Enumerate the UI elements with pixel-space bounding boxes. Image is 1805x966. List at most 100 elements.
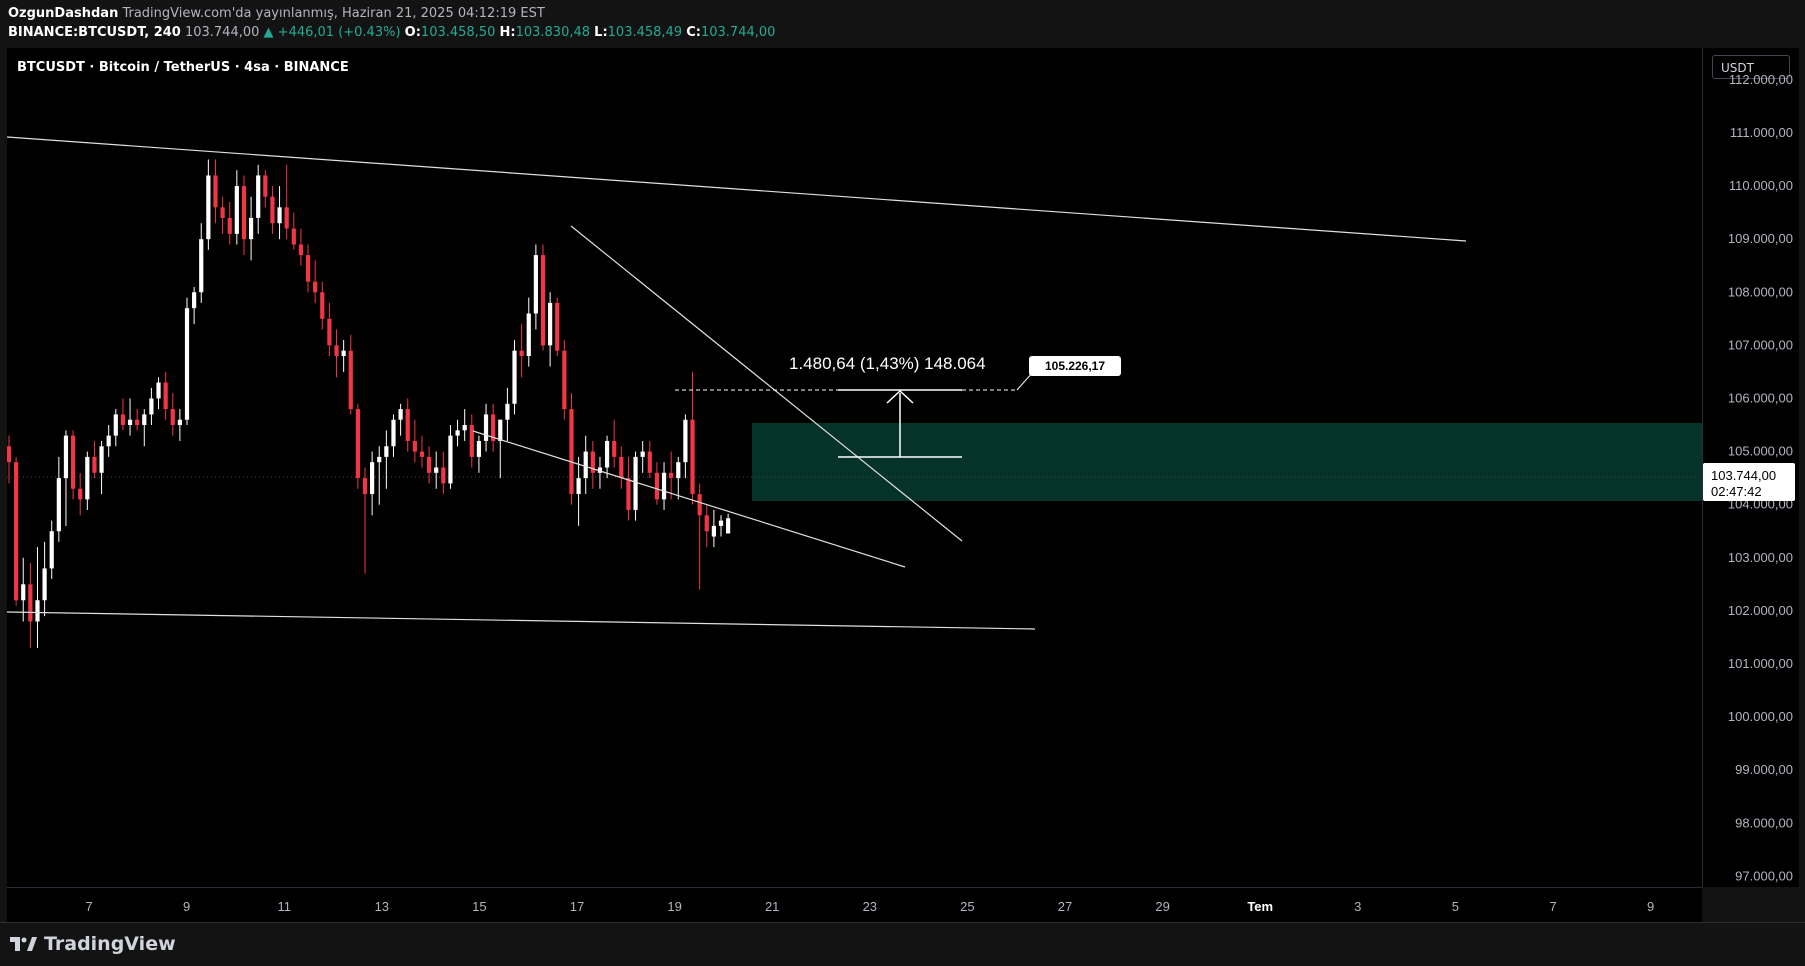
candle-body[interactable]: [78, 488, 83, 500]
candle-body[interactable]: [320, 292, 325, 319]
candle-body[interactable]: [49, 531, 54, 569]
candle-body[interactable]: [270, 196, 275, 224]
candle-body[interactable]: [220, 207, 225, 218]
candle-body[interactable]: [284, 207, 289, 229]
candle-body[interactable]: [370, 462, 375, 495]
candle-body[interactable]: [355, 409, 360, 479]
candle-body[interactable]: [163, 382, 168, 410]
candle-body[interactable]: [85, 456, 90, 500]
candle-body[interactable]: [483, 414, 489, 441]
candle-body[interactable]: [654, 472, 660, 500]
candle-body[interactable]: [434, 467, 439, 473]
candle-body[interactable]: [526, 313, 531, 356]
candle-body[interactable]: [597, 467, 603, 473]
candle-body[interactable]: [113, 414, 118, 436]
candle-body[interactable]: [419, 451, 425, 457]
candle-body[interactable]: [441, 467, 446, 484]
candle-body[interactable]: [626, 478, 631, 510]
candle-body[interactable]: [348, 350, 353, 410]
candle-body[interactable]: [498, 419, 503, 441]
candle-body[interactable]: [170, 409, 175, 426]
candle-body[interactable]: [35, 600, 40, 622]
candle-body[interactable]: [14, 462, 19, 601]
candle-body[interactable]: [704, 515, 709, 532]
candle-body[interactable]: [142, 414, 147, 426]
candle-body[interactable]: [149, 398, 154, 415]
candle-body[interactable]: [391, 419, 396, 447]
candle-body[interactable]: [398, 409, 403, 420]
candle-body[interactable]: [384, 446, 389, 457]
candle-body[interactable]: [227, 217, 232, 234]
candle-body[interactable]: [697, 494, 702, 516]
candle-body[interactable]: [313, 281, 318, 293]
candle-body[interactable]: [213, 175, 218, 208]
candle-body[interactable]: [676, 462, 681, 479]
candle-body[interactable]: [177, 419, 182, 426]
candle-body[interactable]: [70, 435, 76, 489]
candle-body[interactable]: [106, 435, 111, 447]
candle-body[interactable]: [192, 292, 197, 309]
candle-body[interactable]: [690, 419, 695, 495]
candle-body[interactable]: [555, 302, 560, 351]
candle-body[interactable]: [519, 350, 524, 356]
candle-body[interactable]: [476, 440, 482, 457]
wedge-lower-line[interactable]: [472, 430, 906, 568]
candle-body[interactable]: [533, 255, 538, 314]
candle-body[interactable]: [640, 451, 645, 457]
candle-body[interactable]: [28, 584, 33, 622]
candle-body[interactable]: [540, 255, 546, 346]
currency-button[interactable]: USDT: [1712, 55, 1790, 79]
upper-trendline[interactable]: [7, 136, 1467, 242]
price-axis[interactable]: USDT 112.000,00 111.000,00 110.000,00 109.0…: [1702, 48, 1799, 887]
candle-body[interactable]: [277, 207, 282, 224]
candle-body[interactable]: [263, 175, 268, 197]
candle-body[interactable]: [448, 435, 453, 484]
candle-body[interactable]: [135, 419, 140, 426]
lower-trendline[interactable]: [7, 611, 1036, 630]
candle-body[interactable]: [92, 456, 97, 473]
chart-pane[interactable]: 1.480,64 (1,43%) 148.064 105.226,17 BTCU…: [7, 48, 1702, 887]
candle-body[interactable]: [206, 175, 211, 240]
candle-body[interactable]: [234, 186, 239, 234]
candle-body[interactable]: [248, 217, 254, 240]
candle-body[interactable]: [241, 186, 247, 240]
candle-body[interactable]: [469, 425, 474, 457]
candle-body[interactable]: [256, 175, 261, 218]
candle-body[interactable]: [99, 446, 104, 473]
candle-body[interactable]: [718, 520, 724, 526]
candle-body[interactable]: [647, 451, 652, 473]
candle-body[interactable]: [590, 451, 595, 473]
candle-body[interactable]: [341, 350, 346, 356]
candle-body[interactable]: [669, 472, 674, 479]
candle-body[interactable]: [711, 525, 716, 537]
candle-body[interactable]: [327, 318, 332, 346]
candle-body[interactable]: [405, 409, 410, 441]
candle-body[interactable]: [576, 478, 581, 495]
candle-body[interactable]: [583, 451, 588, 479]
candle-body[interactable]: [199, 239, 204, 293]
candle-body[interactable]: [612, 440, 617, 457]
candle-body[interactable]: [377, 456, 382, 463]
candle-body[interactable]: [127, 419, 133, 426]
candle-body[interactable]: [56, 478, 61, 532]
candle-body[interactable]: [412, 440, 417, 452]
candle-body[interactable]: [426, 456, 432, 473]
candle-body[interactable]: [491, 414, 496, 441]
chart-symbol-title[interactable]: BTCUSDT · Bitcoin / TetherUS · 4sa · BIN…: [17, 60, 349, 75]
candle-body[interactable]: [683, 419, 688, 463]
candle-body[interactable]: [455, 430, 460, 436]
candle-body[interactable]: [462, 425, 467, 431]
candle-body[interactable]: [512, 350, 517, 404]
candle-body[interactable]: [362, 478, 368, 495]
candle-body[interactable]: [291, 228, 296, 245]
candle-body[interactable]: [334, 345, 339, 356]
wedge-upper-line[interactable]: [570, 225, 963, 542]
candle-body[interactable]: [633, 456, 638, 510]
candle-body[interactable]: [661, 472, 667, 500]
candle-body[interactable]: [604, 440, 610, 468]
candle-body[interactable]: [21, 584, 26, 601]
time-axis[interactable]: 7 9 11 13 15 17 19 21 23 25 27 29 Tem 3 5 7 9: [7, 887, 1702, 923]
author-name[interactable]: OzgunDashdan: [8, 6, 119, 21]
candle-body[interactable]: [156, 382, 161, 399]
candle-body[interactable]: [63, 435, 69, 479]
